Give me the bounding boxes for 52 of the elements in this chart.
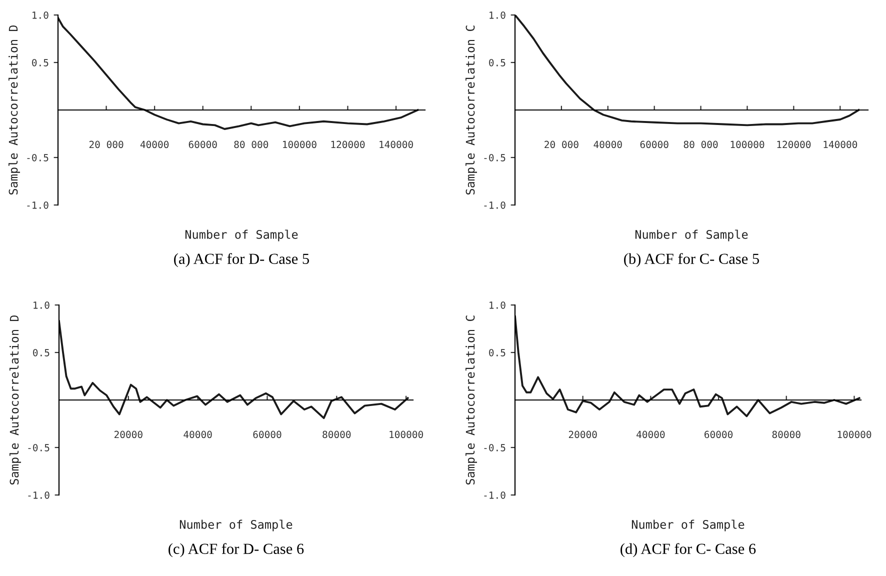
y-tick-label: -0.5 bbox=[484, 444, 506, 452]
x-tick-label: 120000 bbox=[331, 140, 365, 148]
x-tick-label: 40000 bbox=[184, 430, 212, 438]
y-axis-title: Sample Autocorrelation D bbox=[8, 25, 20, 194]
text: (b) ACF for C- Case 5 bbox=[624, 253, 760, 268]
x-tick-label: 120000 bbox=[777, 140, 811, 148]
x-tick-label: 20000 bbox=[568, 430, 597, 438]
y-tick-label: 1.0 bbox=[490, 12, 506, 19]
y-tick-label: 0.5 bbox=[489, 59, 506, 66]
x-tick-label: 140000 bbox=[824, 140, 858, 148]
y-tick-label: -1.0 bbox=[27, 202, 48, 209]
x-tick-label: 40000 bbox=[594, 140, 622, 148]
x-tick-label: 80 000 bbox=[684, 140, 718, 148]
x-tick-label: 20 000 bbox=[89, 140, 124, 148]
x-tick-label: 80000 bbox=[322, 430, 351, 438]
x-tick-label: 100000 bbox=[730, 140, 764, 148]
y-tick-label: 1.0 bbox=[34, 302, 50, 309]
y-tick-label: 1.0 bbox=[32, 12, 48, 19]
x-tick-label: 60000 bbox=[640, 140, 668, 148]
x-axis-title: Number of Sample bbox=[632, 520, 744, 532]
y-tick-label: -0.5 bbox=[484, 154, 506, 162]
x-tick-label: 60000 bbox=[188, 140, 217, 148]
y-tick-label: -0.5 bbox=[28, 444, 50, 452]
x-axis-title: Number of Sample bbox=[185, 230, 298, 242]
x-tick-label: 80000 bbox=[772, 430, 800, 438]
x-tick-label: 20 000 bbox=[544, 140, 578, 148]
y-tick-label: 0.5 bbox=[32, 59, 48, 66]
y-tick-label: -1.0 bbox=[484, 202, 506, 209]
y-tick-label: -0.5 bbox=[27, 154, 48, 162]
x-tick-label: 100000 bbox=[838, 430, 872, 438]
x-tick-label: 140000 bbox=[380, 140, 413, 148]
y-tick-label: -1.0 bbox=[28, 492, 50, 499]
y-tick-label: 0.5 bbox=[489, 349, 506, 356]
text: (c) ACF for D- Case 6 bbox=[168, 543, 304, 558]
text: (a) ACF for D- Case 5 bbox=[174, 253, 310, 268]
x-axis-title: Number of Sample bbox=[180, 520, 292, 532]
y-tick-label: 0.5 bbox=[33, 349, 50, 356]
y-tick-label: 1.0 bbox=[490, 302, 506, 309]
x-tick-label: 100000 bbox=[283, 140, 316, 148]
y-axis-title: Sample Autocorrelation C bbox=[466, 316, 478, 484]
x-tick-label: 100000 bbox=[390, 430, 423, 438]
x-tick-label: 40000 bbox=[636, 430, 665, 438]
x-tick-label: 60000 bbox=[253, 430, 282, 438]
x-tick-label: 20000 bbox=[114, 430, 142, 438]
y-axis-title: Sample Autocorrelation C bbox=[466, 26, 478, 194]
y-tick-label: -1.0 bbox=[484, 492, 506, 499]
x-tick-label: 60000 bbox=[704, 430, 733, 438]
x-axis-title: Number of Sample bbox=[635, 230, 748, 242]
x-tick-label: 80 000 bbox=[234, 140, 268, 148]
y-axis-title: Sample Autocorrelation D bbox=[10, 315, 22, 484]
text: (d) ACF for C- Case 6 bbox=[620, 543, 756, 558]
x-tick-label: 40000 bbox=[140, 140, 169, 148]
